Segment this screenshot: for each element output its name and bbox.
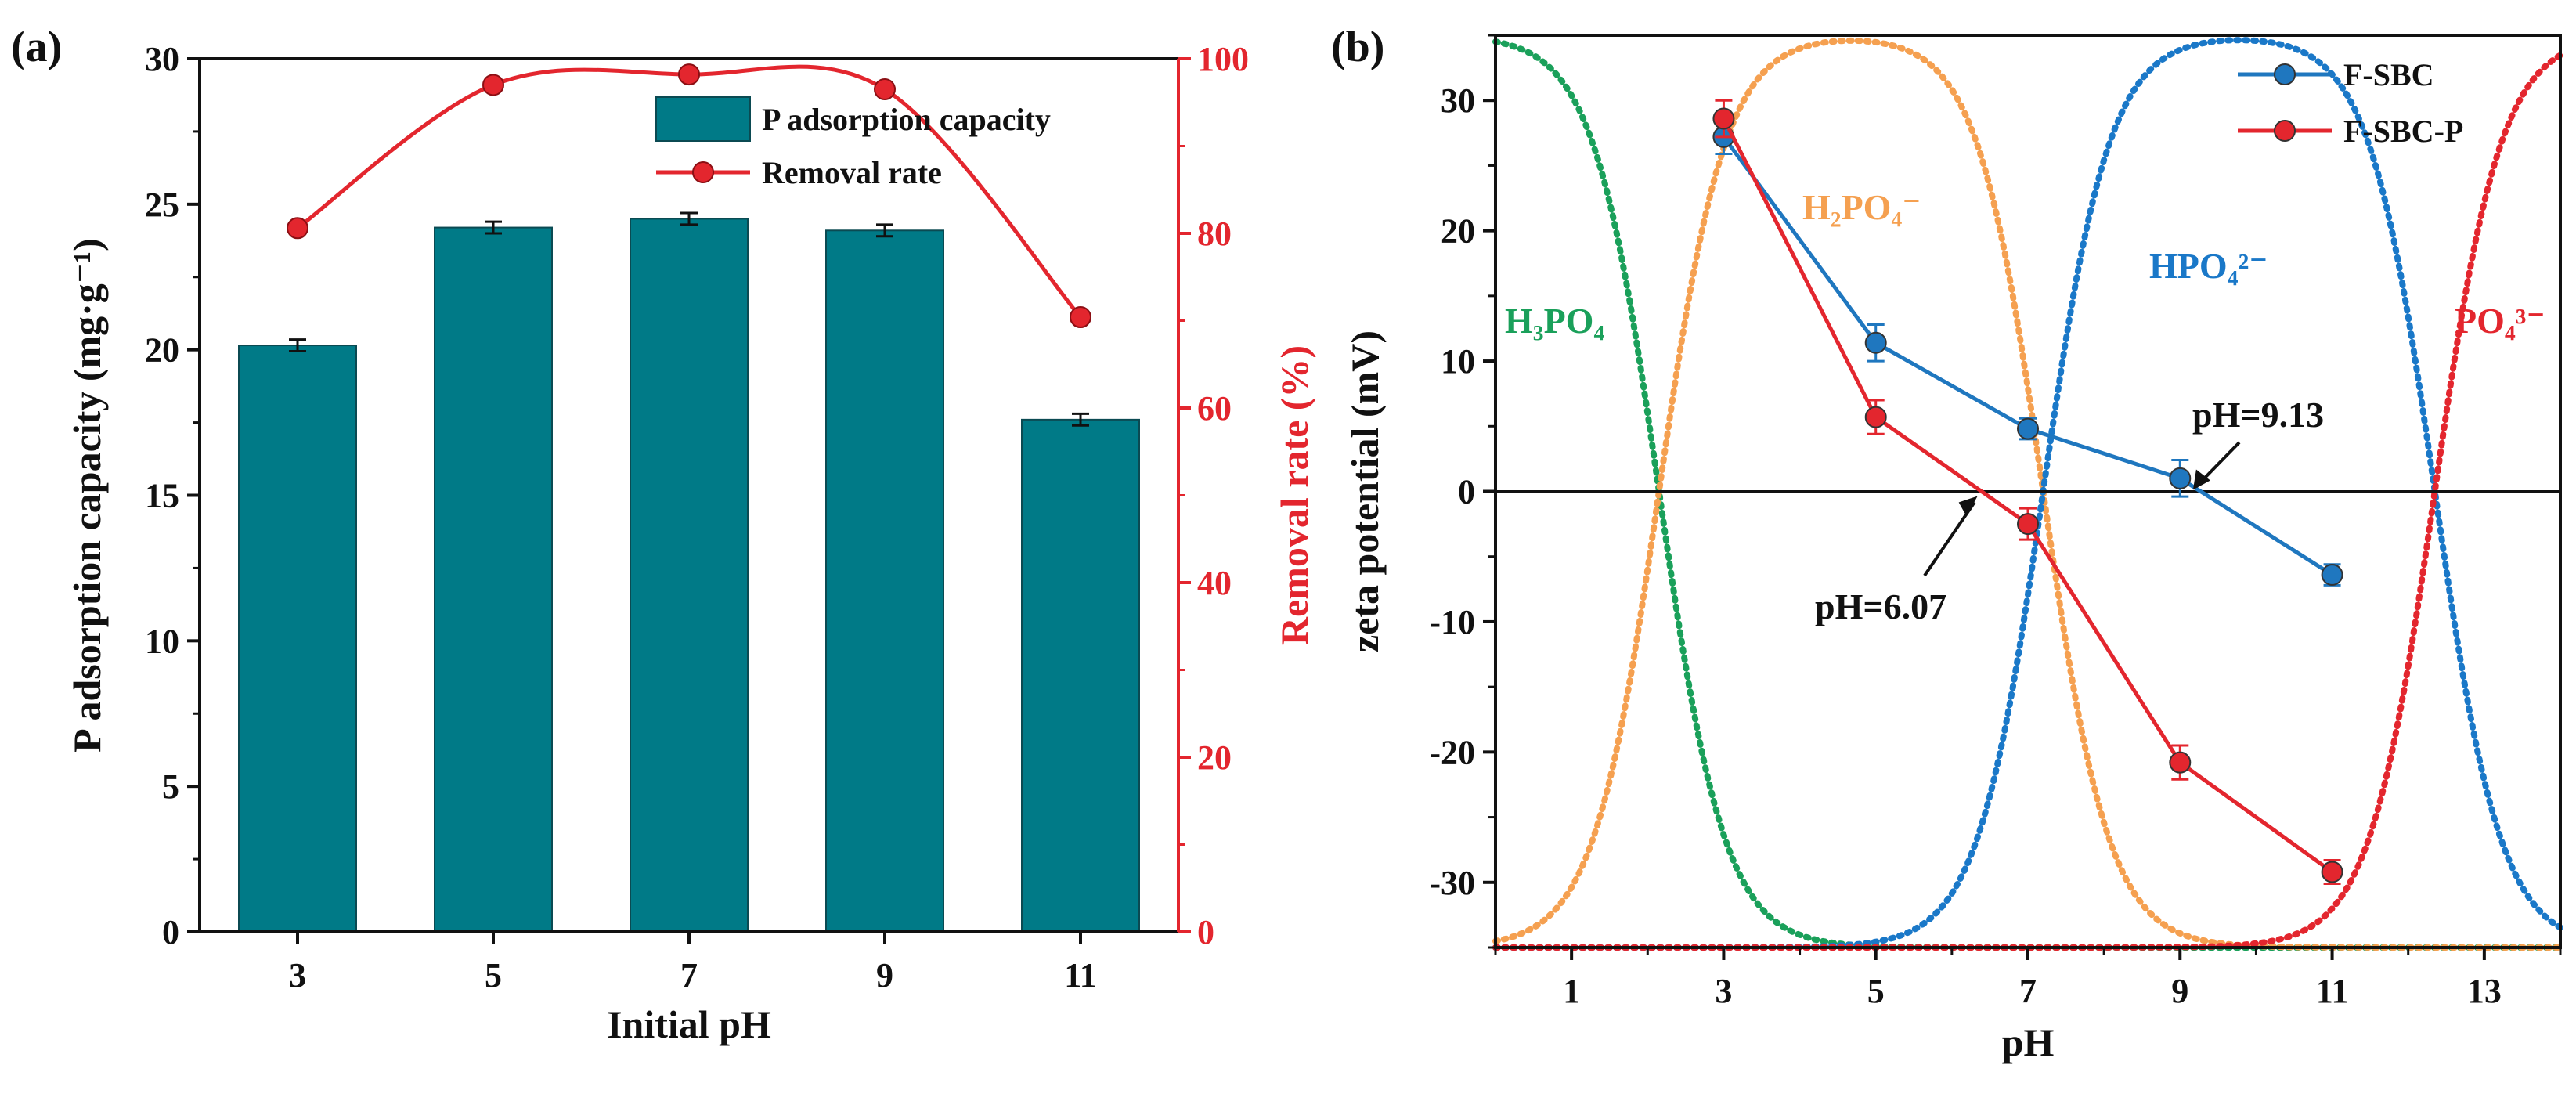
annotation-arrowhead: [1958, 496, 1978, 517]
f-sbc-p-line: [1722, 117, 2334, 874]
species-curve: [1492, 37, 2563, 951]
x-tick-label: 13: [2467, 972, 2502, 1010]
y2-tick-label: 20: [1197, 738, 1232, 777]
legend-label: F-SBC-P: [2343, 114, 2463, 149]
x-axis-title: pH: [2002, 1020, 2055, 1064]
annotation-label: pH=9.13: [2192, 395, 2324, 435]
x-tick-label: 3: [289, 956, 306, 995]
legend-label-removal: Removal rate: [762, 155, 942, 190]
legend-marker: [2274, 63, 2296, 85]
y-tick-label: 10: [1441, 342, 1475, 381]
x-tick-label: 1: [1563, 972, 1580, 1010]
capacity-bar: [630, 218, 749, 933]
x-tick-label: 9: [876, 956, 893, 995]
x-tick-label: 5: [485, 956, 502, 995]
species-label: H₃PO₄: [1505, 301, 1604, 341]
y-tick-label: 0: [162, 913, 179, 951]
y2-axis-title: Removal rate (%): [1272, 345, 1316, 645]
species-label: H₂PO₄⁻: [1802, 187, 1921, 227]
y-axis-title: zeta potential (mV): [1343, 330, 1387, 652]
capacity-bar: [1021, 418, 1140, 933]
capacity-bar: [825, 229, 944, 933]
removal-rate-point: [1070, 306, 1091, 329]
f-sbc-point: [2017, 417, 2039, 440]
f-sbc-point: [2169, 467, 2192, 489]
removal-rate-point: [287, 217, 308, 240]
y-tick-label: 0: [1458, 473, 1475, 511]
capacity-bar: [434, 226, 553, 933]
y-tick-label: 10: [145, 622, 179, 660]
species-curve: [1492, 37, 2563, 951]
species-label: HPO₄²⁻: [2149, 246, 2268, 286]
f-sbc-p-point: [2321, 861, 2343, 883]
x-tick-label: 3: [1715, 972, 1732, 1010]
removal-rate-point: [482, 74, 504, 96]
species-curve: [1492, 38, 2563, 951]
y2-tick-label: 0: [1197, 913, 1214, 951]
panel-label: (b): [1331, 23, 1384, 71]
f-sbc-p-point: [1712, 107, 1735, 130]
species-label: PO₄³⁻: [2455, 301, 2545, 341]
f-sbc-p-point: [2169, 751, 2192, 774]
f-sbc-point: [2321, 564, 2343, 587]
x-tick-label: 11: [2316, 972, 2349, 1010]
x-axis-title: Initial pH: [607, 1002, 771, 1046]
x-tick-label: 9: [2171, 972, 2188, 1010]
x-tick-label: 7: [2019, 972, 2037, 1010]
y2-tick-label: 40: [1197, 564, 1232, 602]
f-sbc-point: [1864, 331, 1887, 354]
y-axis-title: P adsorption capacity (mg·g⁻¹): [65, 238, 109, 753]
y-tick-label: 5: [162, 767, 179, 806]
legend-label: F-SBC: [2343, 57, 2434, 92]
x-tick-label: 5: [1867, 972, 1885, 1010]
panel-label: (a): [11, 23, 62, 71]
y-tick-label: -30: [1429, 864, 1475, 902]
y2-tick-label: 80: [1197, 215, 1232, 253]
legend-marker: [2274, 120, 2296, 142]
legend-marker-removal: [692, 161, 714, 183]
y-tick-label: 25: [145, 186, 179, 224]
y-tick-label: 20: [145, 331, 179, 370]
y2-tick-label: 60: [1197, 389, 1232, 428]
f-sbc-p-point: [1864, 406, 1887, 428]
annotation-label: pH=6.07: [1815, 587, 1946, 626]
f-sbc-p-point: [2017, 513, 2039, 536]
x-tick-label: 7: [680, 956, 698, 995]
legend-label-capacity: P adsorption capacity: [762, 102, 1051, 137]
removal-rate-point: [874, 78, 896, 101]
capacity-bar: [238, 345, 357, 933]
y-tick-label: 30: [145, 40, 179, 78]
x-tick-label: 11: [1064, 956, 1097, 995]
y-tick-label: 15: [145, 477, 179, 515]
y2-tick-label: 100: [1197, 40, 1249, 78]
y-tick-label: 30: [1441, 81, 1475, 120]
y-tick-label: -10: [1429, 603, 1475, 641]
panel-a: (a) 0 5 10 15 20 25 30 0 20 40 60 80 100 3 5 7 9 11 Initial…: [11, 23, 1316, 1046]
y-tick-label: -20: [1429, 733, 1475, 771]
y-tick-label: 20: [1441, 212, 1475, 251]
removal-rate-point: [678, 63, 700, 86]
legend-swatch-capacity: [655, 96, 751, 142]
annotation-arrowhead: [2192, 469, 2210, 490]
